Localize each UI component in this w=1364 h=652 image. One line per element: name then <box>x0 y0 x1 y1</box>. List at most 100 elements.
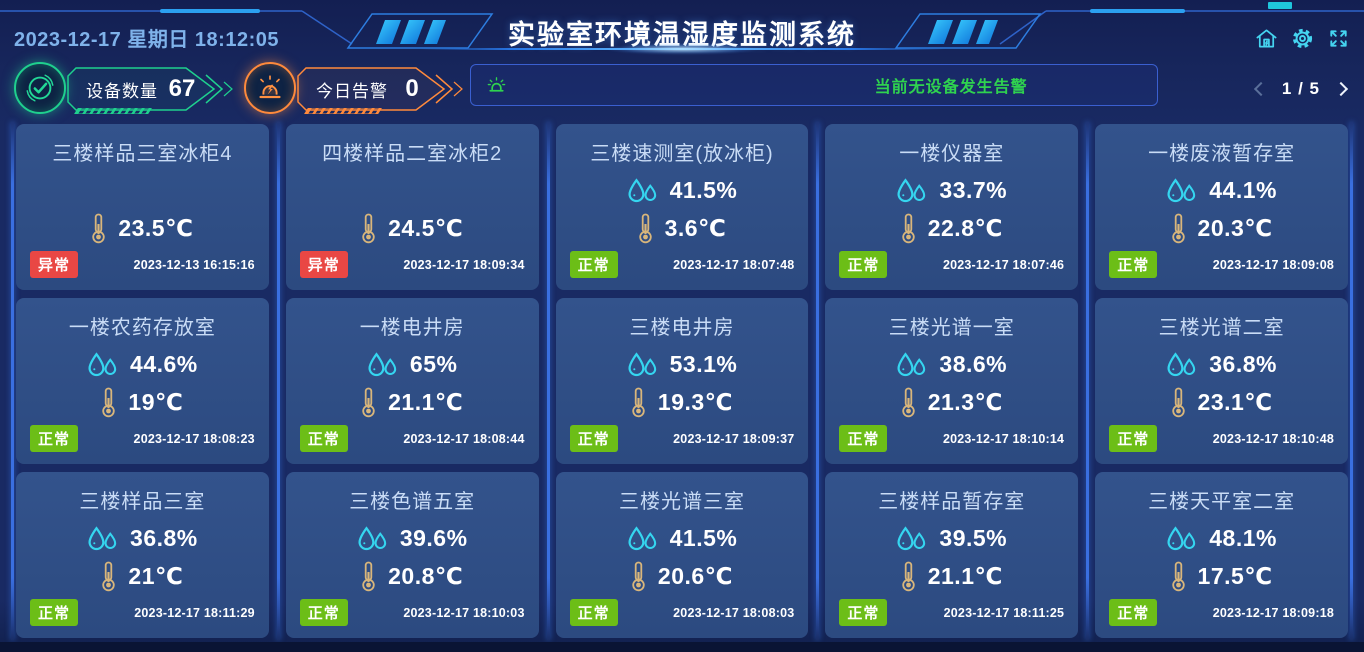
room-card[interactable]: 三楼样品三室 36.8% 21℃ 正常 <box>16 472 269 638</box>
humidity-drops-icon <box>897 178 926 202</box>
humidity-drops-icon <box>1167 526 1196 550</box>
temperature-value: 20.6℃ <box>657 563 734 590</box>
status-badge: 正常 <box>569 425 618 452</box>
thermometer-icon <box>902 561 915 592</box>
update-timestamp: 2023-12-17 18:10:14 <box>942 431 1065 446</box>
room-card[interactable]: 一楼电井房 65% 21.1℃ 正常 <box>285 298 539 464</box>
room-name: 三楼光谱一室 <box>888 317 1015 339</box>
status-badge: 正常 <box>1109 425 1158 452</box>
thermometer-icon <box>902 213 915 244</box>
room-card[interactable]: 三楼光谱三室 41.5% 20.6℃ 正常 <box>555 472 809 638</box>
update-timestamp: 2023-12-17 18:09:37 <box>673 431 795 446</box>
room-card[interactable]: 一楼仪器室 33.7% 22.8℃ 正常 <box>825 124 1079 290</box>
humidity-row: 44.6% <box>87 351 198 378</box>
update-timestamp: 2023-12-17 18:08:03 <box>673 605 795 620</box>
temperature-row: 20.6℃ <box>631 561 733 592</box>
home-icon[interactable] <box>1255 27 1278 50</box>
pagination: 1 / 5 <box>1253 60 1349 118</box>
column-divider <box>816 122 819 640</box>
room-card[interactable]: 三楼速测室(放冰柜) 41.5% 3.6℃ <box>555 124 809 290</box>
thermometer-icon <box>1171 561 1185 592</box>
temperature-row: 21℃ <box>101 561 183 592</box>
temperature-value: 21.1℃ <box>927 563 1003 590</box>
humidity-row: 41.5% <box>627 525 738 552</box>
prev-page-button[interactable] <box>1253 81 1268 97</box>
room-card[interactable]: 三楼光谱二室 36.8% 23.1℃ 正常 <box>1095 298 1348 464</box>
status-badge: 异常 <box>30 251 79 278</box>
alert-banner-text: 当前无设备发生告警 <box>874 79 1028 96</box>
column-divider <box>11 122 14 640</box>
temperature-value: 24.5℃ <box>388 214 464 241</box>
room-name: 三楼天平室二室 <box>1148 491 1296 513</box>
humidity-row: 39.6% <box>357 525 468 552</box>
thermometer-icon <box>1171 213 1185 244</box>
humidity-drops-icon <box>358 526 387 550</box>
update-timestamp: 2023-12-17 18:09:18 <box>1212 605 1334 620</box>
corner-chip-decoration <box>1268 2 1292 9</box>
header: 2023-12-17 星期日 18:12:05 实验室环境温湿度监测系统 <box>0 0 1364 56</box>
device-count-label: 设备数量 <box>86 81 158 101</box>
room-card[interactable]: 三楼天平室二室 48.1% 17.5℃ 正常 <box>1095 472 1348 638</box>
room-card[interactable]: 三楼样品三室冰柜4 23.5℃ 异常 <box>16 124 269 290</box>
temperature-row: 17.5℃ <box>1171 561 1273 592</box>
temperature-value: 20.3℃ <box>1197 215 1273 242</box>
status-badge: 正常 <box>30 599 79 626</box>
temperature-row: 21.3℃ <box>901 387 1003 418</box>
status-badge: 正常 <box>839 599 888 626</box>
thermometer-icon <box>1171 387 1185 418</box>
room-card[interactable]: 三楼色谱五室 39.6% 20.8℃ 正常 <box>285 472 539 638</box>
update-timestamp: 2023-12-17 18:07:46 <box>942 257 1065 272</box>
room-name: 三楼样品暂存室 <box>878 491 1026 513</box>
thermometer-icon <box>102 387 116 418</box>
room-name: 三楼电井房 <box>629 317 735 339</box>
status-badge: 异常 <box>299 251 348 278</box>
humidity-drops-icon <box>1167 178 1196 202</box>
room-card[interactable]: 四楼样品二室冰柜2 24.5℃ 异常 <box>285 124 539 290</box>
humidity-value: 44.6% <box>130 350 198 377</box>
room-name: 一楼仪器室 <box>899 143 1005 165</box>
humidity-drops-icon <box>88 526 117 550</box>
room-card[interactable]: 三楼光谱一室 38.6% 21.3℃ 正常 <box>825 298 1079 464</box>
status-badge: 正常 <box>839 425 888 452</box>
update-timestamp: 2023-12-17 18:11:25 <box>943 605 1065 620</box>
header-actions <box>1255 27 1350 50</box>
status-badge: 正常 <box>1109 251 1158 278</box>
humidity-value: 65% <box>409 350 458 377</box>
humidity-row: 36.8% <box>87 525 198 552</box>
room-card[interactable]: 三楼电井房 53.1% 19.3℃ 正常 <box>555 298 809 464</box>
humidity-value: 36.8% <box>1209 350 1277 377</box>
temperature-value: 19.3℃ <box>657 389 734 416</box>
thermometer-icon <box>638 213 652 244</box>
alarm-today-value: 0 <box>405 75 419 102</box>
next-page-button[interactable] <box>1333 81 1349 97</box>
humidity-value: 36.8% <box>130 524 198 551</box>
fullscreen-icon[interactable] <box>1327 27 1350 50</box>
thermometer-icon <box>362 387 375 418</box>
humidity-row: 53.1% <box>627 351 738 378</box>
column-divider <box>277 122 280 640</box>
temperature-row: 19.3℃ <box>631 387 733 418</box>
settings-gear-icon[interactable] <box>1291 27 1314 50</box>
temperature-row: 21.1℃ <box>901 561 1003 592</box>
alarm-count-panel: 今日告警 0 <box>242 62 474 116</box>
room-name: 三楼样品三室 <box>79 491 206 513</box>
humidity-row: 39.5% <box>896 525 1007 552</box>
room-name: 一楼电井房 <box>359 317 465 339</box>
temperature-row: 19℃ <box>101 387 183 418</box>
humidity-drops-icon <box>88 352 117 376</box>
stats-bar: 设备数量 67 今日告警 0 当前无设备发生告警 1 <box>0 60 1364 118</box>
room-name: 三楼色谱五室 <box>349 491 476 513</box>
room-name: 三楼速测室(放冰柜) <box>590 143 774 165</box>
alarm-today-label: 今日告警 <box>316 81 388 101</box>
thermometer-icon <box>902 387 915 418</box>
humidity-row: 44.1% <box>1166 177 1277 204</box>
room-name: 一楼农药存放室 <box>68 317 216 339</box>
room-card[interactable]: 一楼农药存放室 44.6% 19℃ 正常 <box>16 298 269 464</box>
temperature-row: 20.3℃ <box>1171 213 1273 244</box>
status-badge: 正常 <box>30 425 79 452</box>
room-card[interactable]: 一楼废液暂存室 44.1% 20.3℃ 正常 <box>1095 124 1348 290</box>
humidity-value: 39.5% <box>939 524 1008 551</box>
alarm-panel-frame <box>297 67 463 111</box>
update-timestamp: 2023-12-17 18:11:29 <box>134 605 255 620</box>
room-card[interactable]: 三楼样品暂存室 39.5% 21.1℃ 正常 <box>825 472 1079 638</box>
